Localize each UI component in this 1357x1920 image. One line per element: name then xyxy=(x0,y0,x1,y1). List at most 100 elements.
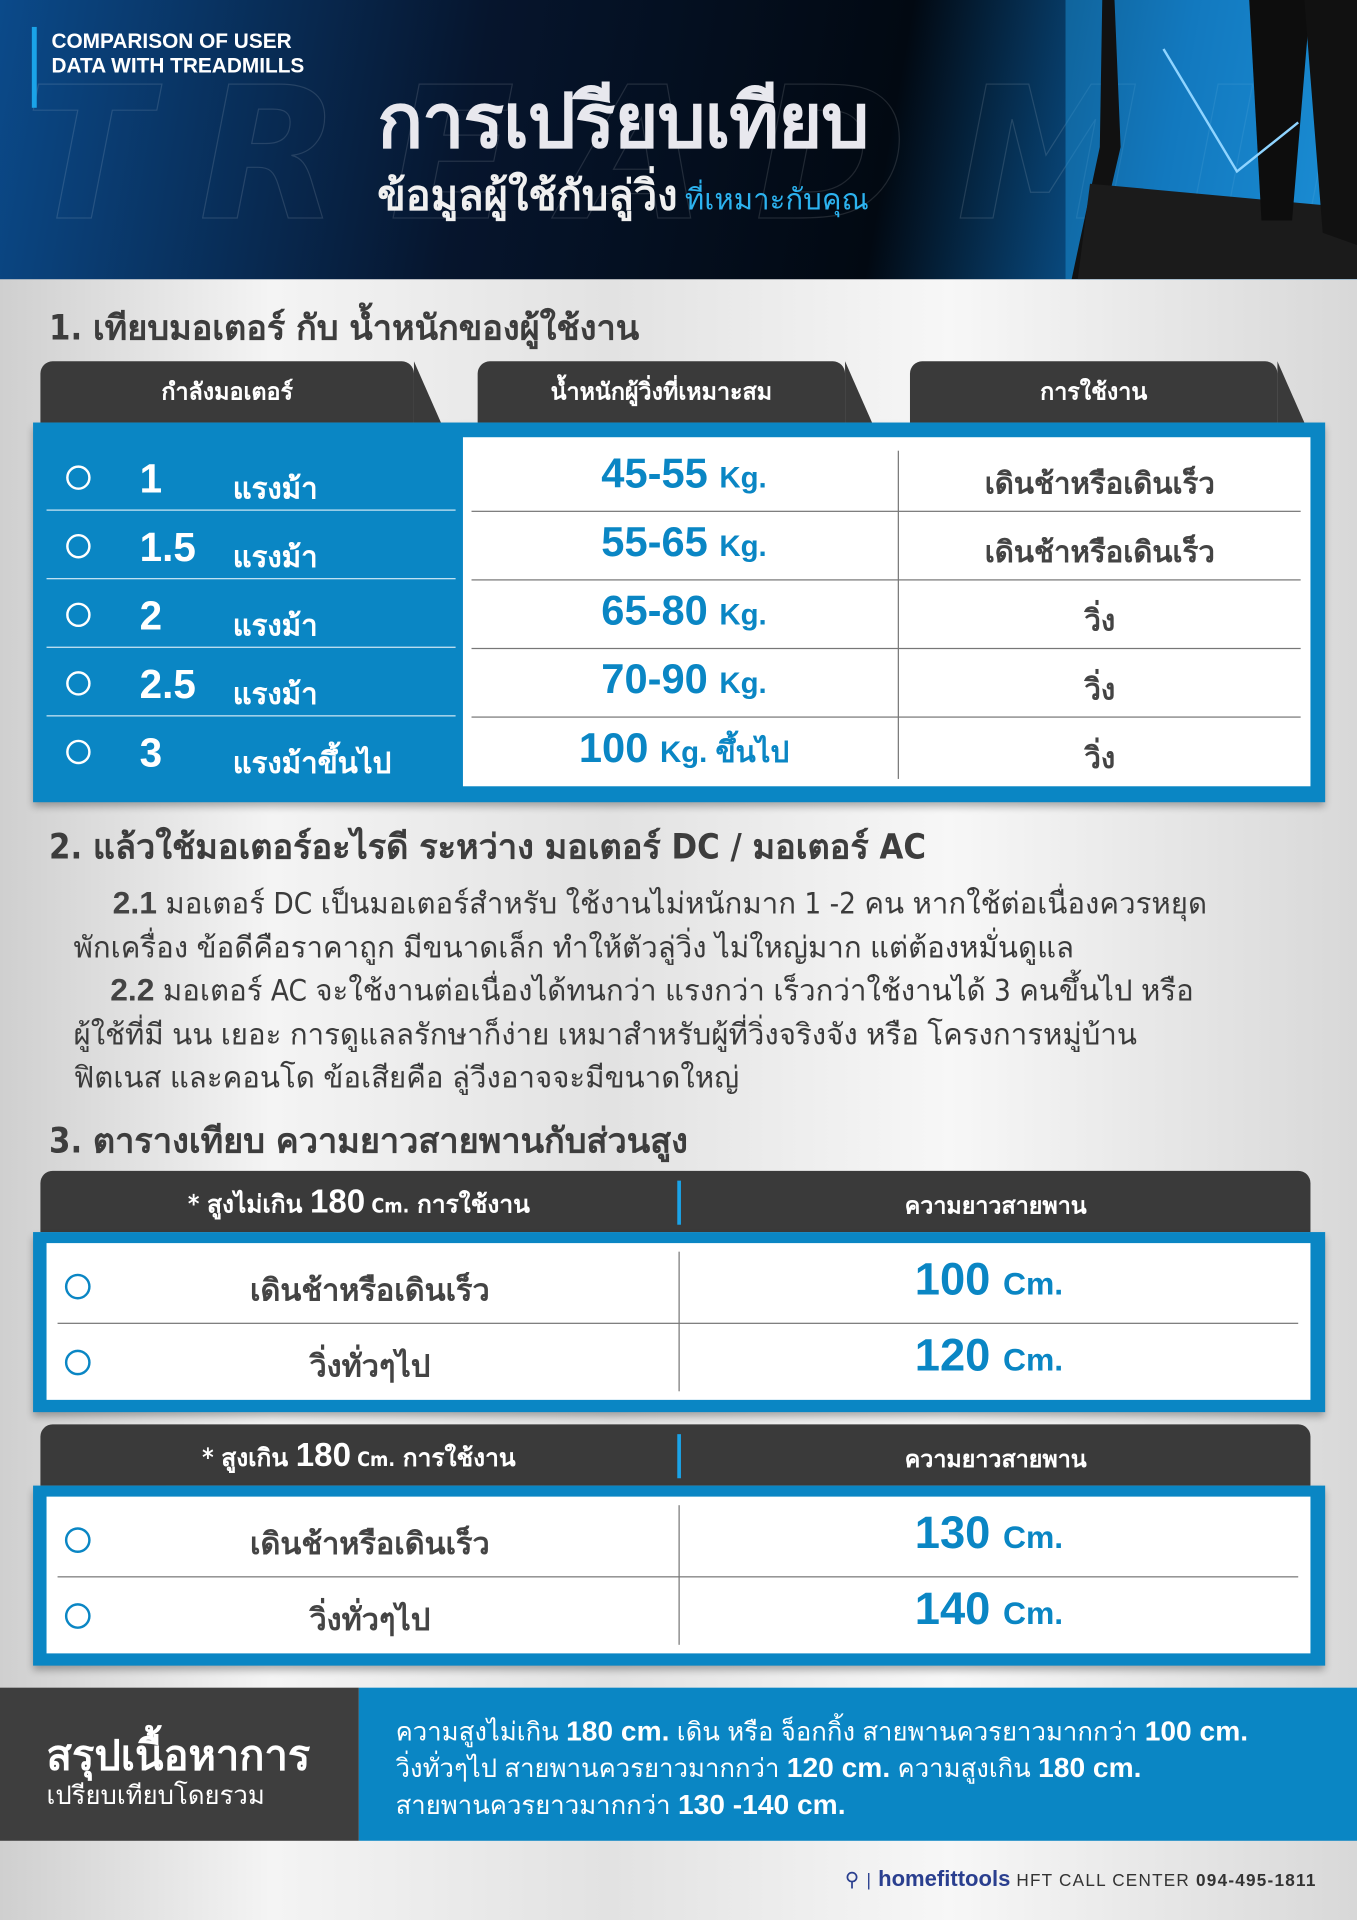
summary-line-1: ความสูงไม่เกิน 180 cm. เดิน หรือ จ็อกกิ้… xyxy=(396,1713,1357,1750)
ac-line-3: ฟิตเนส และคอนโด ข้อเสียคือ ลู่วีงอาจจะมี… xyxy=(73,1060,740,1095)
ac-line-1: 2.2 มอเตอร์ AC จะใช้งานต่อเนื่องได้ทนกว่… xyxy=(73,970,1322,1013)
circle-bullet-icon xyxy=(66,533,91,559)
belt-row: วิ่งทั่วๆไป 140 Cm. xyxy=(58,1579,1299,1652)
t: สายพานควรยาวมากกว่า xyxy=(395,1790,678,1820)
belt-length: 130 Cm. xyxy=(680,1508,1298,1559)
summary-subtitle: เปรียบเทียบโดยรวม xyxy=(46,1780,265,1811)
header-weight: น้ำหนักผู้วิ่งที่เหมาะสม xyxy=(477,361,873,423)
t: * สูงไม่เกิน xyxy=(187,1189,311,1219)
column-divider xyxy=(897,450,899,779)
circle-bullet-icon xyxy=(64,1527,91,1553)
section2-title: 2. แล้วใช้มอเตอร์อะไรดี ระหว่าง มอเตอร์ … xyxy=(48,826,927,868)
height-condition: * สูงไม่เกิน 180 Cm. การใช้งาน xyxy=(40,1183,677,1223)
brand-name[interactable]: homefittools xyxy=(878,1866,1011,1891)
t: ความสูงเกิน xyxy=(890,1753,1039,1784)
motor-row: 2.5 แรงม้า xyxy=(46,649,456,717)
belt-table-panel xyxy=(46,1496,1311,1654)
section3-title: 3. ตารางเทียบ ความยาวสายพานกับส่วนสูง xyxy=(48,1120,688,1162)
summary-line-3: สายพานควรยาวมากกว่า 130 -140 cm. xyxy=(396,1787,1357,1824)
usage: วิ่ง xyxy=(1084,603,1116,639)
t: เดิน หรือ จ็อกกิ้ง สายพานควรยาวมากกว่า xyxy=(669,1717,1145,1747)
belt-length-header: ความยาวสายพาน xyxy=(904,1446,1087,1474)
weight-unit: Kg. xyxy=(719,530,767,564)
weight-unit: Kg. xyxy=(719,461,767,495)
divider: | xyxy=(866,1870,873,1890)
belt-length-header: ความยาวสายพาน xyxy=(904,1192,1087,1220)
t: การใช้งาน xyxy=(395,1442,516,1473)
length-unit: Cm. xyxy=(1002,1265,1064,1302)
weight-value: 100 xyxy=(578,725,649,772)
t: 120 cm. xyxy=(786,1751,891,1784)
column-divider xyxy=(678,1505,680,1645)
t: การใช้งาน xyxy=(409,1189,530,1219)
row-divider xyxy=(57,1322,1299,1324)
usage: เดินช้าหรือเดินเร็ว xyxy=(984,466,1215,501)
weight-row: 100 Kg. ขึ้นไป วิ่ง xyxy=(472,718,1301,787)
call-center-label: HFT CALL CENTER xyxy=(1016,1870,1191,1890)
banner-subtitle: ข้อมูลผู้ใช้กับลู่วิ่ง ที่เหมาะกับคุณ xyxy=(377,162,869,228)
t: 180 xyxy=(295,1436,351,1474)
dc-text: มอเตอร์ DC เป็นมอเตอร์สำหรับ ใช้งานไม่หน… xyxy=(156,886,1208,921)
phone-number[interactable]: 094-495-1811 xyxy=(1196,1870,1317,1890)
t: Cm. xyxy=(365,1194,410,1218)
ac-text: มอเตอร์ AC จะใช้งานต่อเนื่องได้ทนกว่า แร… xyxy=(154,973,1194,1008)
section1-title: 1. เทียบมอเตอร์ กับ น้ำหนักของผู้ใช้งาน xyxy=(48,307,640,348)
summary-line-2: วิ่งทั่วๆไป สายพานควรยาวมากกว่า 120 cm. … xyxy=(396,1750,1357,1787)
t: 180 xyxy=(310,1183,366,1220)
usage: เดินช้าหรือเดินเร็ว xyxy=(250,1526,490,1562)
summary-heading: สรุปเนื้อหาการ เปรียบเทียบโดยรวม xyxy=(0,1687,359,1841)
subtitle-accent: ที่เหมาะกับคุณ xyxy=(684,182,869,217)
circle-bullet-icon xyxy=(66,739,91,765)
t: Cm. xyxy=(350,1447,396,1471)
length-value: 100 xyxy=(914,1254,991,1305)
usage: วิ่งทั่วๆไป xyxy=(309,1348,431,1384)
circle-bullet-icon xyxy=(66,671,91,696)
horsepower-unit: แรงม้า xyxy=(232,471,318,506)
belt-table-panel xyxy=(46,1243,1311,1400)
banner-title: การเปรียบเทียบ xyxy=(377,75,869,166)
length-unit: Cm. xyxy=(1002,1518,1064,1556)
circle-bullet-icon xyxy=(64,1603,91,1629)
t: 180 cm. xyxy=(566,1714,670,1747)
treadmill-image xyxy=(1065,0,1357,280)
header-usage: การใช้งาน xyxy=(909,361,1305,423)
circle-bullet-icon xyxy=(64,1273,91,1300)
t: * สูงเกิน xyxy=(202,1442,296,1473)
horsepower-unit: แรงม้า xyxy=(232,540,318,575)
motor-row: 3 แรงม้าขึ้นไป xyxy=(47,718,456,785)
belt-length: 140 Cm. xyxy=(680,1584,1298,1635)
dc-line-2: พักเครื่อง ข้อดีคือราคาถูก มีขนาดเล็ก ทำ… xyxy=(73,930,1075,965)
belt-length: 100 Cm. xyxy=(680,1254,1298,1305)
belt-table-header: * สูงเกิน 180 Cm. การใช้งาน ความยาวสายพา… xyxy=(40,1424,1311,1486)
length-unit: Cm. xyxy=(1002,1341,1064,1378)
motor-row: 1 แรงม้า xyxy=(46,443,456,511)
row-divider xyxy=(57,1576,1299,1578)
weight-range: 55-65 Kg. xyxy=(472,519,897,567)
usage: เดินช้าหรือเดินเร็ว xyxy=(250,1272,490,1309)
header-divider xyxy=(677,1180,681,1225)
weight-unit: Kg. xyxy=(719,598,767,632)
belt-row: เดินช้าหรือเดินเร็ว 130 Cm. xyxy=(58,1503,1299,1576)
header-banner: TREADMILL COMPARISON OF USER DATA WITH T… xyxy=(0,0,1357,280)
circle-bullet-icon xyxy=(64,1349,91,1376)
weight-row: 65-80 Kg. วิ่ง xyxy=(471,581,1301,650)
weight-value: 65-80 xyxy=(601,587,708,635)
weight-value: 55-65 xyxy=(601,519,708,566)
usage: เดินช้าหรือเดินเร็ว xyxy=(984,535,1215,570)
usage: วิ่ง xyxy=(1084,740,1116,776)
horsepower: 2 xyxy=(139,592,163,639)
weight-value: 70-90 xyxy=(601,656,708,703)
horsepower-unit: แรงม้า xyxy=(232,608,318,643)
column-divider xyxy=(678,1251,680,1392)
ac-line-2: ผู้ใช้ที่มี นน เยอะ การดูแลลรักษาก็ง่าย … xyxy=(73,1017,1137,1052)
t: 130 -140 cm. xyxy=(677,1788,846,1820)
t: ความสูงไม่เกิน xyxy=(395,1717,567,1747)
weight-row: 70-90 Kg. วิ่ง xyxy=(471,649,1301,718)
weight-range: 70-90 Kg. xyxy=(472,656,897,704)
length-unit: Cm. xyxy=(1002,1594,1064,1632)
header-motor-power: กำลังมอเตอร์ xyxy=(40,361,441,423)
weight-range: 45-55 Kg. xyxy=(472,451,897,499)
belt-row: เดินช้าหรือเดินเร็ว 100 Cm. xyxy=(58,1249,1299,1322)
summary-text: ความสูงไม่เกิน 180 cm. เดิน หรือ จ็อกกิ้… xyxy=(358,1687,1357,1841)
